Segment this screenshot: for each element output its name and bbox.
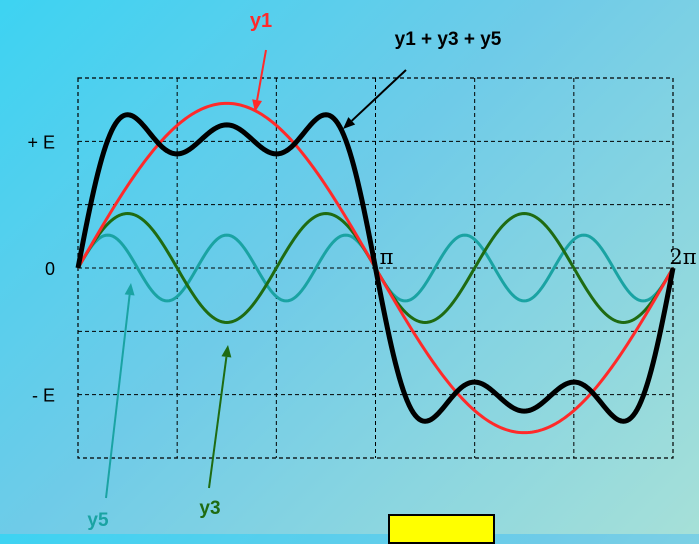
annotation-label-y5: y5: [87, 510, 109, 531]
annotation-arrowhead-0: [252, 99, 263, 112]
ytick-zero: 0: [45, 259, 55, 279]
xtick-pi: π: [380, 245, 394, 269]
annotation-arrow-1: [351, 69, 407, 122]
annotation-arrow-0: [256, 49, 267, 101]
ytick-minus-e: - E: [32, 386, 55, 406]
annotation-label-y1-y3-y5: y1 + y3 + y5: [395, 29, 502, 50]
annotation-arrow-2: [105, 294, 131, 499]
annotation-arrow-3: [208, 356, 228, 489]
annotation-label-y3: y3: [199, 498, 220, 519]
annotation-label-y1: y1: [250, 10, 272, 32]
annotation-arrowhead-2: [124, 283, 135, 296]
series-line-y1-y3-y5: [75, 112, 676, 424]
ytick-plus-e: + E: [27, 132, 55, 152]
annotation-arrowhead-1: [343, 117, 356, 129]
annotation-arrowhead-3: [221, 345, 232, 358]
xtick-two-pi: 2π: [669, 245, 696, 269]
yellow-box: [388, 514, 495, 544]
